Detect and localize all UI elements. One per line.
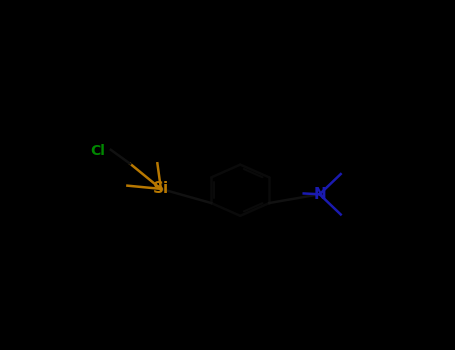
Text: Si: Si [153,181,169,196]
Text: N: N [313,187,326,202]
Text: Cl: Cl [90,144,105,158]
